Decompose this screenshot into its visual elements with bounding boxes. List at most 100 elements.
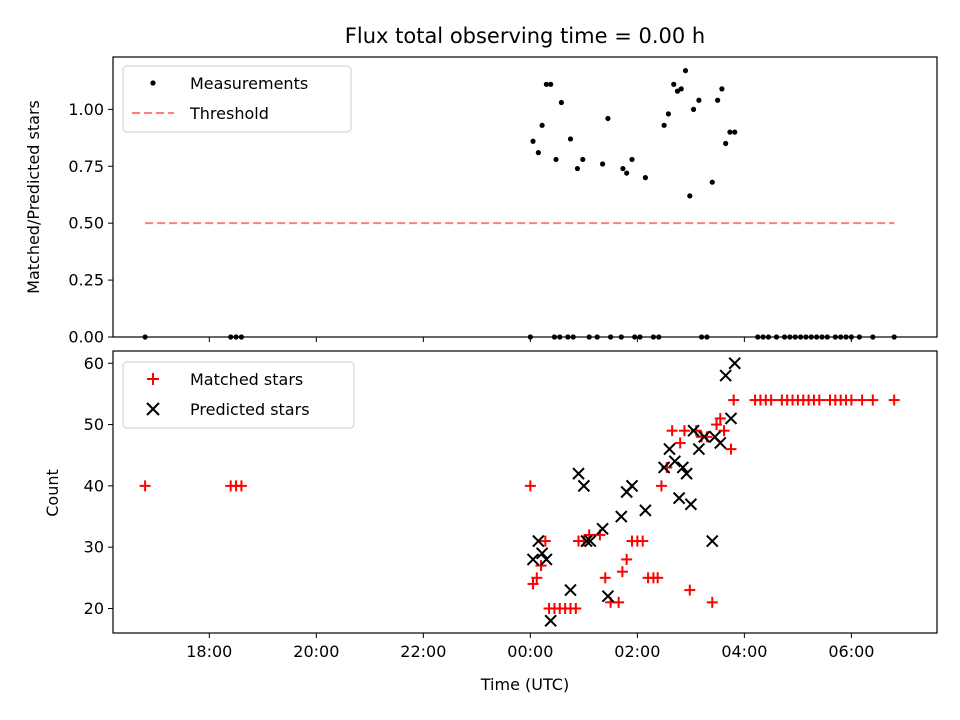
measurement-point (599, 161, 606, 167)
predicted-stars-point (639, 504, 652, 517)
measurement-point (548, 81, 554, 87)
x-axis-label: Time (UTC) (480, 675, 569, 694)
matched-stars-point (725, 443, 737, 455)
y-tick-label: 30 (84, 538, 104, 557)
measurement-point (674, 88, 681, 94)
y-tick-label: 0.00 (68, 328, 104, 347)
matched-stars-point (524, 480, 536, 492)
chart-title: Flux total observing time = 0.00 h (345, 24, 705, 48)
predicted-stars-point (615, 510, 628, 523)
measurement-point (723, 140, 729, 147)
matched-stars-point (655, 480, 667, 492)
measurement-point (709, 179, 715, 185)
x-tick-label: 04:00 (721, 642, 767, 661)
measurement-point (580, 156, 586, 163)
matched-stars-point (616, 566, 628, 578)
predicted-legend-marker (146, 402, 160, 416)
predicted-stars-point (714, 436, 727, 450)
x-tick-label: 20:00 (293, 642, 339, 661)
measurement-point (715, 97, 721, 103)
measurement-point (629, 156, 635, 163)
x-tick-label: 22:00 (400, 642, 446, 661)
y-tick-label: 1.00 (68, 100, 104, 119)
matched-stars-point (637, 535, 649, 547)
predicted-stars-point (663, 442, 676, 456)
matched-stars-point (674, 437, 686, 449)
measurement-point (665, 111, 671, 117)
star-count-panel: Count Time (UTC) 20 30 40 50 60 18:00 20:00 22… (43, 350, 938, 694)
measurements-legend-marker (150, 80, 156, 86)
x-tick-label: 18:00 (186, 642, 232, 661)
matched-stars-point (621, 553, 633, 565)
matched-stars-point (666, 425, 678, 437)
bottom-y-ticks: 20 30 40 50 60 (84, 354, 113, 618)
matched-stars-point (813, 394, 825, 406)
measurement-point (678, 86, 684, 92)
predicted-stars-point (601, 590, 615, 603)
predicted-stars-point (692, 442, 706, 456)
predicted-stars-point (535, 547, 549, 560)
predicted-stars-point (728, 357, 741, 370)
y-tick-label: 50 (84, 415, 104, 434)
bottom-y-axis-label: Count (43, 469, 62, 517)
predicted-stars-point (680, 467, 693, 480)
matched-legend-label: Matched stars (190, 370, 303, 389)
predicted-stars-point (584, 534, 597, 548)
predicted-stars-point (577, 479, 591, 493)
predicted-stars-point (596, 522, 609, 535)
predicted-stars-point (684, 498, 698, 511)
matched-stars-point (765, 394, 777, 406)
predicted-legend-label: Predicted stars (190, 400, 310, 419)
measurement-point (687, 193, 693, 199)
x-tick-label: 06:00 (828, 642, 874, 661)
y-tick-label: 40 (84, 476, 104, 495)
measurement-point (574, 165, 581, 172)
x-tick-label: 00:00 (507, 642, 553, 661)
predicted-stars-point (676, 461, 690, 474)
measurement-point (558, 99, 564, 106)
top-y-axis-label: Matched/Predicted stars (24, 100, 43, 294)
measurement-point (605, 115, 611, 122)
matched-stars-point (570, 602, 582, 614)
predicted-stars-point (698, 430, 711, 444)
x-tick-label: 02:00 (614, 642, 660, 661)
predicted-stars-point (580, 534, 593, 548)
matched-stars-point (652, 572, 664, 584)
predicted-stars-point (672, 491, 686, 505)
threshold-legend-label: Threshold (189, 104, 269, 123)
matched-stars-point (867, 394, 879, 406)
measurement-point (567, 136, 574, 142)
measurement-point (530, 138, 536, 144)
matched-stars-point (539, 535, 551, 547)
top-legend-box (122, 65, 352, 133)
measurements-legend-label: Measurements (190, 74, 308, 93)
measurement-point (661, 122, 667, 128)
flux-ratio-panel: Flux total observing time = 0.00 h Match… (24, 24, 938, 347)
matched-stars-point (718, 425, 730, 437)
bottom-legend-box (122, 361, 355, 429)
bottom-series-marks (139, 357, 900, 627)
top-plot-frame (112, 56, 938, 338)
predicted-stars-point (532, 534, 545, 548)
measurement-point (553, 156, 559, 163)
matched-stars-point (613, 596, 625, 608)
predicted-stars-point (706, 534, 719, 548)
predicted-stars-point (544, 614, 557, 627)
top-y-ticks: 0.00 0.25 0.50 0.75 1.00 (68, 100, 113, 347)
measurement-point (535, 150, 541, 156)
matched-stars-point (684, 584, 696, 596)
measurement-point (539, 122, 545, 128)
measurement-point (727, 129, 733, 135)
bottom-legend: Matched stars Predicted stars (122, 361, 355, 429)
predicted-stars-point (724, 412, 738, 425)
predicted-stars-point (657, 461, 671, 474)
predicted-stars-point (564, 583, 577, 597)
matched-stars-point (888, 394, 900, 406)
measurement-point (719, 86, 725, 92)
measurement-point (690, 106, 697, 112)
matched-stars-point (527, 578, 539, 590)
matched-stars-point (139, 480, 151, 492)
matched-stars-point (235, 480, 247, 492)
matched-legend-marker (147, 373, 159, 385)
measurement-point (620, 165, 626, 172)
